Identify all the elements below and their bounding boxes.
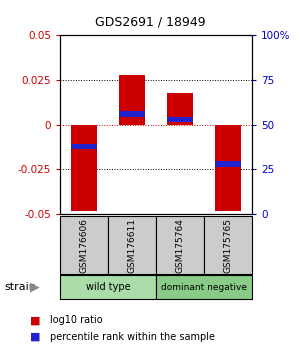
- Bar: [215, 161, 241, 167]
- Bar: [119, 112, 145, 117]
- Bar: [156, 275, 252, 299]
- Bar: [60, 216, 108, 274]
- Bar: [71, 144, 97, 149]
- Bar: [108, 216, 156, 274]
- Text: percentile rank within the sample: percentile rank within the sample: [50, 332, 214, 342]
- Bar: [167, 117, 193, 122]
- Bar: [119, 75, 145, 125]
- Bar: [204, 216, 252, 274]
- Bar: [167, 93, 193, 125]
- Bar: [60, 275, 156, 299]
- Bar: [156, 216, 204, 274]
- Text: GSM175764: GSM175764: [176, 218, 184, 273]
- Bar: [215, 125, 241, 211]
- Text: dominant negative: dominant negative: [161, 282, 247, 292]
- Text: GSM176611: GSM176611: [128, 218, 136, 273]
- Text: wild type: wild type: [86, 282, 130, 292]
- Text: strain: strain: [4, 282, 36, 292]
- Text: ■: ■: [30, 332, 40, 342]
- Text: log10 ratio: log10 ratio: [50, 315, 102, 325]
- Text: GSM176606: GSM176606: [80, 218, 88, 273]
- Bar: [71, 125, 97, 211]
- Text: GSM175765: GSM175765: [224, 218, 232, 273]
- Text: ■: ■: [30, 315, 40, 325]
- Text: GDS2691 / 18949: GDS2691 / 18949: [95, 16, 205, 29]
- Text: ▶: ▶: [30, 281, 39, 293]
